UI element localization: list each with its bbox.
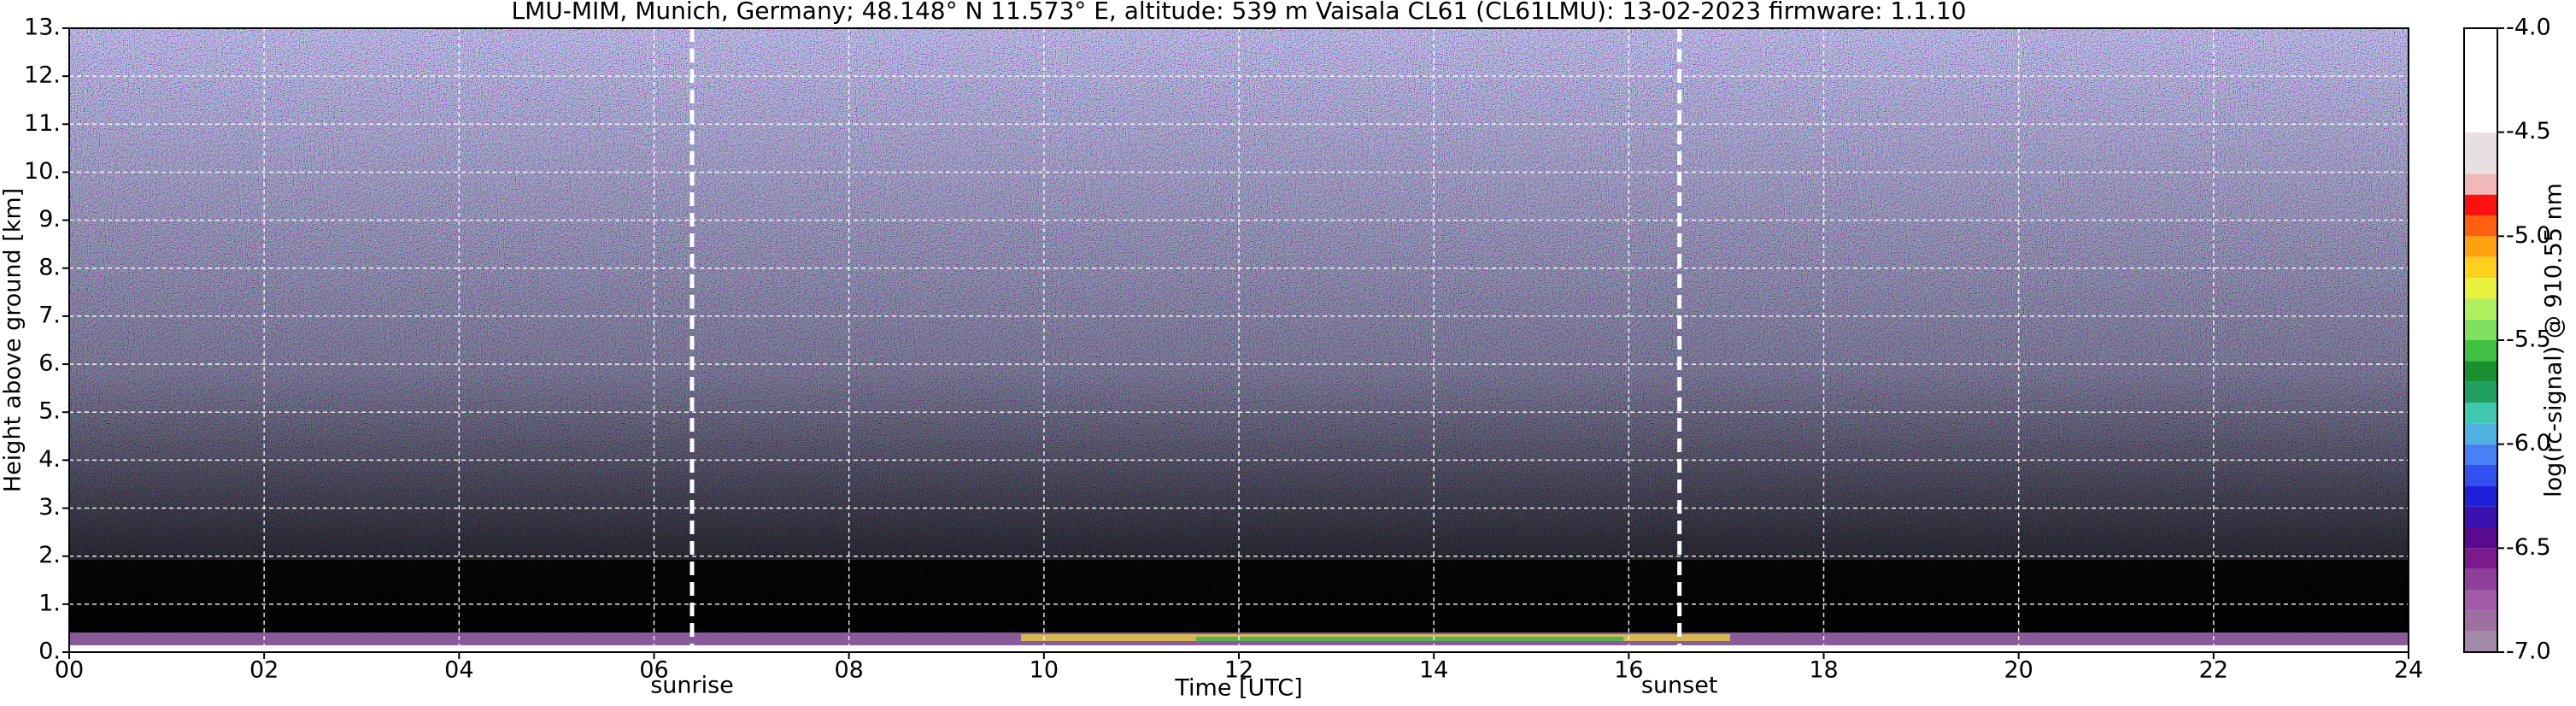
x-tick-label: 20 <box>2004 657 2033 684</box>
x-tick-label: 14 <box>1419 657 1448 684</box>
colorbar-band <box>2464 278 2497 299</box>
colorbar-band <box>2464 568 2497 590</box>
colorbar-band <box>2464 610 2497 632</box>
colorbar-band <box>2464 340 2497 362</box>
y-tick-label: 11. <box>24 110 61 137</box>
colorbar-tick-label: -4.5 <box>2506 118 2551 144</box>
colorbar-band <box>2464 423 2497 444</box>
y-tick-label: 2. <box>38 542 61 568</box>
y-tick-label: 9. <box>38 206 61 232</box>
x-tick-label: 16 <box>1614 657 1643 684</box>
colorbar-tick-label: -6.0 <box>2506 430 2551 456</box>
colorbar-tick-label: -5.5 <box>2506 327 2551 353</box>
colorbar-tick-label: -4.0 <box>2506 15 2551 41</box>
colorbar-tick-label: -6.5 <box>2506 534 2551 561</box>
colorbar-tick-label: -5.0 <box>2506 222 2551 249</box>
annotation: sunset <box>1641 673 1718 699</box>
colorbar-band <box>2464 236 2497 257</box>
colorbar-band <box>2464 527 2497 549</box>
x-tick-label: 06 <box>639 657 668 684</box>
y-axis-label: Height above ground [km] <box>0 188 26 492</box>
y-tick-label: 0. <box>38 638 61 665</box>
y-tick-label: 13. <box>24 15 61 41</box>
x-tick-label: 10 <box>1030 657 1059 684</box>
colorbar-band <box>2464 174 2497 195</box>
colorbar-band <box>2464 319 2497 340</box>
x-tick-label: 04 <box>444 657 473 684</box>
colorbar-band <box>2464 298 2497 320</box>
low-dark-band <box>69 560 2409 632</box>
colorbar-band <box>2464 361 2497 382</box>
colorbar-band <box>2464 194 2497 215</box>
y-tick-label: 7. <box>38 302 61 328</box>
y-tick-label: 4. <box>38 446 61 473</box>
colorbar-label: log(rc-signal) @ 910.55 nm <box>2541 183 2567 497</box>
x-tick-label: 00 <box>55 657 84 684</box>
y-tick-label: 5. <box>38 398 61 425</box>
x-tick-label: 02 <box>249 657 279 684</box>
x-tick-label: 08 <box>834 657 863 684</box>
colorbar-band <box>2464 256 2497 278</box>
plot-frame <box>68 27 2409 653</box>
colorbar-band <box>2464 132 2497 174</box>
colorbar-band <box>2464 28 2497 132</box>
x-tick-label: 12 <box>1224 657 1253 684</box>
y-tick-label: 6. <box>38 350 61 377</box>
ground-gap <box>69 645 2409 652</box>
colorbar-band <box>2464 506 2497 527</box>
chart-title: LMU-MIM, Munich, Germany; 48.148° N 11.5… <box>511 0 1966 25</box>
annotation: sunrise <box>650 673 734 699</box>
x-tick-label: 22 <box>2199 657 2228 684</box>
colorbar-band <box>2464 548 2497 569</box>
y-tick-label: 8. <box>38 254 61 280</box>
x-axis-label: Time [UTC] <box>1174 675 1302 702</box>
y-tick-label: 10. <box>24 158 61 185</box>
y-tick-label: 1. <box>38 590 61 616</box>
boundary-layer-core <box>1196 637 1623 641</box>
colorbar-tick-label: -7.0 <box>2506 638 2551 665</box>
colorbar-band <box>2464 631 2497 652</box>
colorbar-band <box>2464 465 2497 486</box>
colorbar-band <box>2464 444 2497 465</box>
colorbar-band <box>2464 403 2497 424</box>
colorbar-band <box>2464 590 2497 611</box>
y-tick-label: 12. <box>24 62 61 89</box>
y-tick-label: 3. <box>38 494 61 521</box>
x-tick-label: 24 <box>2394 657 2423 684</box>
colorbar-band <box>2464 381 2497 403</box>
colorbar-band <box>2464 215 2497 237</box>
x-tick-label: 18 <box>1809 657 1838 684</box>
colorbar-band <box>2464 485 2497 507</box>
